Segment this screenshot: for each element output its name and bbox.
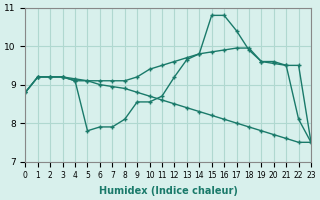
X-axis label: Humidex (Indice chaleur): Humidex (Indice chaleur) (99, 186, 238, 196)
